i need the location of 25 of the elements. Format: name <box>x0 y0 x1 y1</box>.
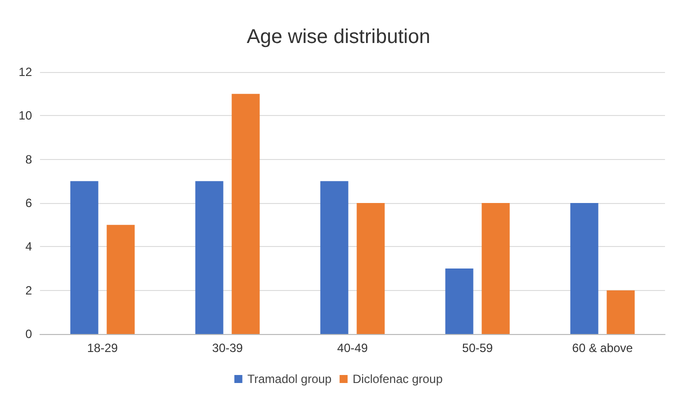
y-tick-label: 0 <box>25 327 32 341</box>
y-tick-label: 8 <box>25 152 32 166</box>
bar <box>606 290 635 334</box>
bar <box>570 203 598 334</box>
x-tick-label: 18-29 <box>87 341 118 355</box>
x-tick-label: 40-49 <box>337 341 368 355</box>
bar <box>356 203 385 334</box>
y-tick-label: 2 <box>25 283 32 298</box>
bar <box>106 224 135 334</box>
y-tick-label: 10 <box>18 108 32 123</box>
y-tick-label: 4 <box>25 240 32 254</box>
x-tick-label: 60 & above <box>572 341 634 355</box>
bar <box>195 181 224 334</box>
chart-title: Age wise distribution <box>246 26 430 48</box>
x-tick-label: 30-39 <box>212 341 244 355</box>
bar <box>482 203 510 334</box>
bar <box>70 181 98 334</box>
legend-label: Diclofenac group <box>352 372 443 386</box>
y-tick-label: 6 <box>25 196 32 210</box>
bar <box>232 94 260 334</box>
x-tick-label: 50-59 <box>462 341 494 355</box>
bar <box>320 181 348 334</box>
bar <box>445 268 474 334</box>
y-tick-label: 12 <box>18 65 32 79</box>
legend-label: Tramadol group <box>247 372 332 386</box>
